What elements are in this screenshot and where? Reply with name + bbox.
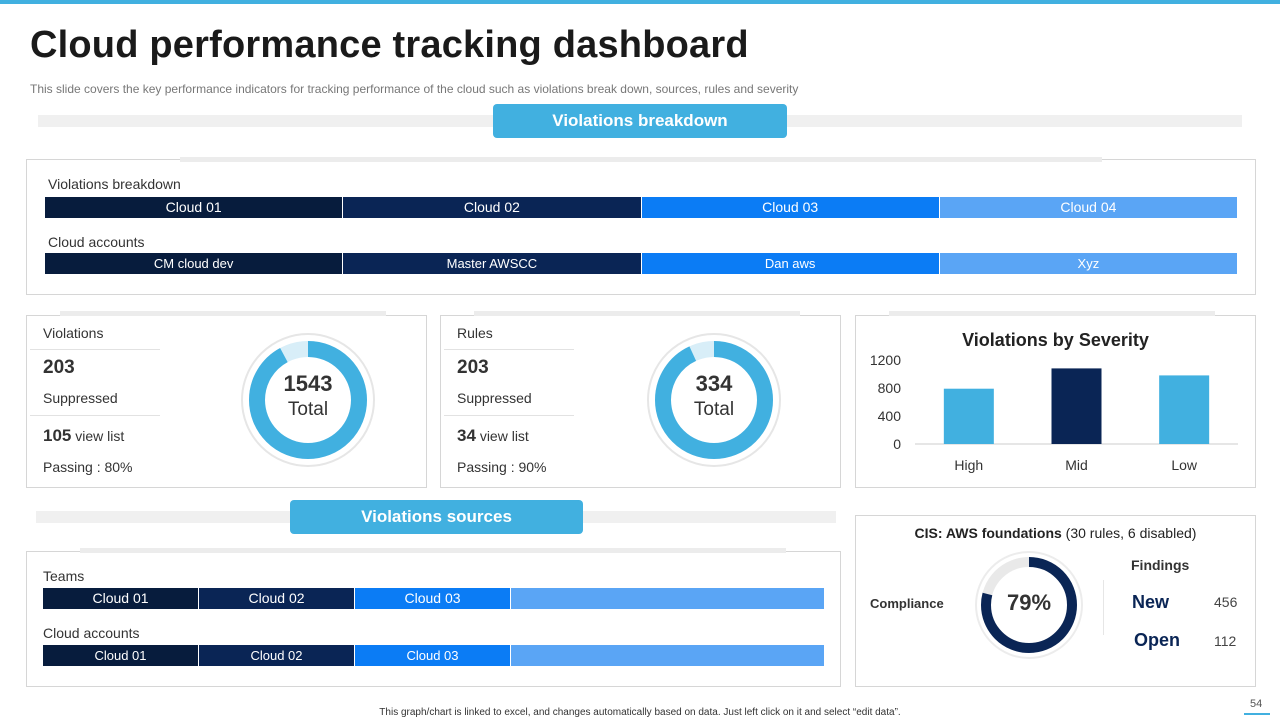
cis-card-title: CIS: AWS foundations (30 rules, 6 disabl… bbox=[855, 525, 1256, 541]
y-tick-label: 800 bbox=[878, 380, 902, 396]
violations-donut-label: 1543 Total bbox=[240, 370, 376, 422]
violations-sep-2 bbox=[30, 415, 160, 416]
severity-bar-chart: 0 400 800 1200 High Mid Low bbox=[870, 352, 1238, 473]
sources-row1-seg-1: Cloud 01 bbox=[43, 588, 199, 609]
y-tick-label: 0 bbox=[893, 436, 901, 452]
footer-note: This graph/chart is linked to excel, and… bbox=[379, 707, 901, 718]
breakdown-row1-seg-3: Cloud 03 bbox=[641, 197, 940, 218]
compliance-label: Compliance bbox=[870, 596, 944, 611]
findings-divider bbox=[1103, 580, 1104, 635]
violations-card-topline bbox=[60, 311, 386, 316]
rules-donut bbox=[647, 333, 781, 467]
y-tick-label: 400 bbox=[878, 408, 902, 424]
breakdown-row2-seg-1: CM cloud dev bbox=[45, 253, 344, 274]
sources-row1-seg-3: Cloud 03 bbox=[355, 588, 511, 609]
violations-donut-value: 1543 bbox=[283, 371, 333, 396]
sources-row2-bar: Cloud 01 Cloud 02 Cloud 03 bbox=[43, 645, 824, 666]
violations-view-value: 105 bbox=[43, 426, 72, 445]
breakdown-row1-seg-1: Cloud 01 bbox=[45, 197, 344, 218]
page-number: 54 bbox=[1250, 698, 1263, 710]
rules-view-value: 34 bbox=[457, 426, 476, 445]
breakdown-row2-seg-3: Dan aws bbox=[641, 253, 940, 274]
page-subtitle: This slide covers the key performance in… bbox=[30, 82, 799, 96]
breakdown-panel-topline bbox=[180, 157, 1102, 162]
x-tick-label: High bbox=[954, 457, 983, 473]
sources-row2-label: Cloud accounts bbox=[43, 625, 140, 641]
rules-view-list[interactable]: 34 view list bbox=[457, 426, 529, 446]
violations-donut bbox=[241, 333, 375, 467]
breakdown-panel bbox=[26, 159, 1256, 295]
top-accent-bar bbox=[0, 0, 1280, 4]
breakdown-row2-bar: CM cloud dev Master AWSCC Dan aws Xyz bbox=[45, 253, 1237, 274]
violations-passing: Passing : 80% bbox=[43, 459, 133, 475]
new-value: 456 bbox=[1214, 594, 1238, 610]
rules-donut-label: 334 Total bbox=[646, 370, 782, 422]
violations-suppressed-value: 203 bbox=[43, 357, 75, 378]
x-tick-label: Low bbox=[1171, 457, 1198, 473]
chart-title: Violations by Severity bbox=[962, 330, 1149, 350]
findings-label: Findings bbox=[1131, 557, 1190, 573]
cis-title-bold: CIS: AWS foundations bbox=[914, 525, 1062, 541]
rules-passing: Passing : 90% bbox=[457, 459, 547, 475]
sources-row1-bar: Cloud 01 Cloud 02 Cloud 03 bbox=[43, 588, 824, 609]
violations-card-title: Violations bbox=[43, 325, 104, 341]
section-pill-breakdown: Violations breakdown bbox=[493, 104, 787, 138]
breakdown-row1-label: Violations breakdown bbox=[48, 176, 181, 192]
sources-row1-label: Teams bbox=[43, 568, 85, 584]
severity-card-topline bbox=[889, 311, 1215, 316]
section-pill-sources: Violations sources bbox=[290, 500, 583, 534]
violations-sep-1 bbox=[30, 349, 160, 350]
compliance-donut bbox=[975, 551, 1083, 659]
compliance-donut-outer bbox=[975, 551, 1083, 659]
breakdown-row1-seg-4: Cloud 04 bbox=[939, 197, 1237, 218]
violations-donut-arc bbox=[249, 341, 367, 459]
cis-title-rest: (30 rules, 6 disabled) bbox=[1061, 525, 1197, 541]
bar-mid bbox=[1051, 368, 1102, 444]
sources-panel bbox=[26, 551, 841, 687]
rules-sep-2 bbox=[444, 415, 574, 416]
rules-suppressed-label: Suppressed bbox=[457, 390, 532, 406]
page-title: Cloud performance tracking dashboard bbox=[30, 24, 749, 66]
rules-donut-arc bbox=[655, 341, 773, 459]
breakdown-row1-bar: Cloud 01 Cloud 02 Cloud 03 Cloud 04 bbox=[45, 197, 1237, 218]
violations-donut-caption: Total bbox=[287, 399, 329, 420]
bar-low bbox=[1159, 375, 1210, 444]
rules-card-topline bbox=[474, 311, 800, 316]
sources-row2-seg-1: Cloud 01 bbox=[43, 645, 199, 666]
breakdown-row2-label: Cloud accounts bbox=[48, 234, 145, 250]
violations-view-label: view list bbox=[75, 428, 125, 444]
breakdown-row2-seg-4: Xyz bbox=[939, 253, 1237, 274]
breakdown-row2-seg-2: Master AWSCC bbox=[343, 253, 642, 274]
rules-donut-caption: Total bbox=[693, 399, 735, 420]
y-tick-label: 1200 bbox=[870, 352, 901, 368]
page-number-underline bbox=[1244, 713, 1270, 715]
rules-suppressed-value: 203 bbox=[457, 357, 489, 378]
sources-row2-seg-4 bbox=[511, 645, 824, 666]
violations-view-list[interactable]: 105 view list bbox=[43, 426, 124, 446]
rules-view-label: view list bbox=[479, 428, 529, 444]
new-label: New bbox=[1132, 592, 1170, 612]
bar-high bbox=[943, 388, 994, 444]
rules-sep-1 bbox=[444, 349, 574, 350]
sources-row2-seg-2: Cloud 02 bbox=[199, 645, 355, 666]
rules-donut-value: 334 bbox=[695, 371, 733, 396]
breakdown-row1-seg-2: Cloud 02 bbox=[343, 197, 642, 218]
rules-card-title: Rules bbox=[457, 325, 493, 341]
open-label: Open bbox=[1134, 630, 1181, 650]
violations-suppressed-label: Suppressed bbox=[43, 390, 118, 406]
open-value: 112 bbox=[1214, 633, 1237, 649]
sources-row1-seg-4 bbox=[511, 588, 824, 609]
cis-card bbox=[855, 515, 1256, 687]
compliance-donut-arc bbox=[981, 557, 1077, 653]
x-tick-label: Mid bbox=[1065, 457, 1088, 473]
sources-row2-seg-3: Cloud 03 bbox=[355, 645, 511, 666]
sources-row1-seg-2: Cloud 02 bbox=[199, 588, 355, 609]
sources-panel-topline bbox=[80, 548, 786, 553]
compliance-value: 79% bbox=[1006, 590, 1052, 615]
